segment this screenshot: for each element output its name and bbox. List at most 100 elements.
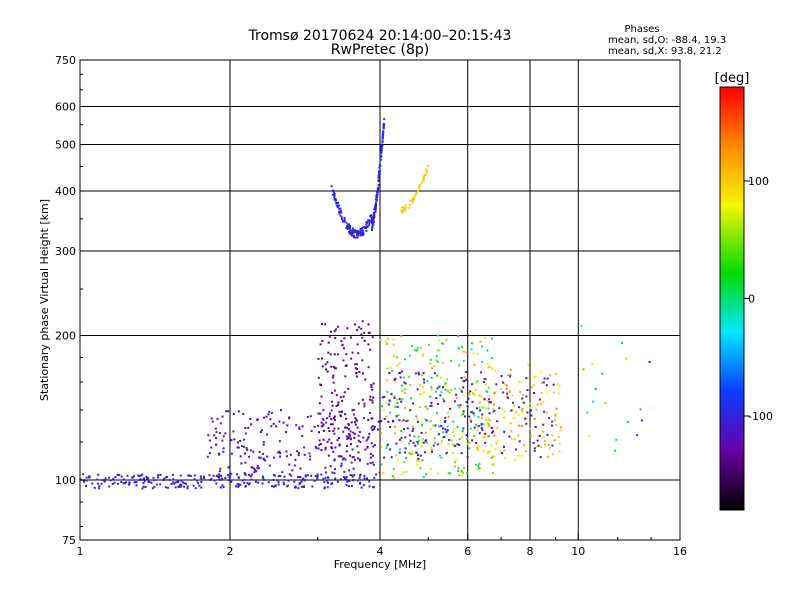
data-point: [400, 437, 403, 439]
data-point: [380, 473, 383, 476]
data-point: [357, 234, 360, 237]
data-point: [393, 431, 396, 434]
data-point: [393, 378, 396, 381]
data-point: [360, 231, 363, 234]
data-point: [372, 396, 375, 399]
data-point: [369, 398, 371, 401]
data-point: [380, 150, 383, 152]
data-point: [486, 422, 489, 425]
data-point: [508, 435, 511, 438]
data-point: [135, 481, 138, 484]
data-point: [372, 214, 375, 217]
data-point: [350, 357, 353, 360]
data-point: [535, 408, 538, 411]
data-point: [483, 436, 486, 439]
data-point: [482, 381, 485, 383]
data-point: [487, 423, 490, 426]
data-point: [445, 451, 448, 454]
data-point: [542, 381, 545, 384]
data-point: [272, 422, 275, 425]
data-point: [418, 460, 421, 462]
data-point: [487, 451, 490, 454]
data-point: [239, 455, 242, 458]
data-point: [325, 421, 328, 424]
data-point: [430, 385, 433, 388]
data-point: [337, 401, 340, 404]
data-point: [486, 363, 489, 366]
data-point: [374, 207, 377, 210]
data-point: [463, 376, 466, 379]
data-point: [374, 210, 377, 213]
data-point: [309, 455, 312, 458]
data-point: [380, 158, 382, 161]
data-point: [588, 435, 591, 438]
data-point: [194, 487, 197, 490]
data-point: [400, 400, 403, 403]
data-point: [522, 394, 525, 396]
data-point: [272, 478, 275, 481]
data-point: [224, 432, 227, 435]
data-point: [386, 444, 389, 447]
data-point: [334, 199, 337, 202]
data-point: [196, 479, 199, 482]
data-point: [341, 344, 344, 347]
data-point: [409, 439, 412, 442]
data-point: [340, 216, 343, 219]
data-point: [358, 459, 361, 462]
data-point: [416, 463, 419, 466]
data-point: [436, 387, 439, 390]
data-point: [345, 435, 348, 438]
data-point: [344, 413, 347, 416]
data-point: [401, 384, 404, 387]
data-point: [225, 410, 228, 413]
data-point: [501, 408, 504, 411]
data-point: [359, 481, 362, 484]
data-point: [386, 390, 389, 393]
data-point: [241, 445, 244, 448]
data-point: [128, 482, 131, 485]
data-point: [412, 200, 415, 203]
data-point: [299, 476, 302, 479]
data-point: [535, 445, 538, 448]
data-point: [311, 485, 314, 488]
data-point: [133, 481, 136, 484]
data-point: [411, 452, 414, 455]
data-point: [521, 409, 523, 412]
data-point: [626, 421, 629, 423]
data-point: [356, 457, 359, 460]
data-point: [517, 454, 520, 457]
data-point: [425, 473, 428, 476]
data-point: [262, 457, 265, 460]
data-point: [407, 419, 409, 422]
data-point: [546, 433, 549, 436]
data-point: [436, 374, 439, 377]
y-tick-label: 600: [55, 101, 76, 114]
data-point: [371, 429, 374, 431]
data-point: [142, 482, 145, 484]
data-point: [442, 342, 445, 345]
data-point: [359, 234, 362, 237]
data-point: [591, 363, 594, 366]
data-point: [474, 381, 477, 384]
data-point: [491, 367, 494, 370]
data-point: [388, 399, 391, 402]
data-point: [247, 426, 250, 429]
data-point: [468, 415, 471, 418]
data-point: [418, 384, 421, 387]
data-point: [392, 477, 395, 480]
data-point: [260, 429, 263, 432]
data-point: [172, 478, 175, 481]
data-point: [352, 231, 355, 234]
data-point: [315, 447, 318, 450]
data-point: [379, 164, 382, 167]
data-point: [355, 375, 358, 378]
data-point: [525, 377, 528, 380]
data-point: [350, 443, 352, 446]
data-point: [350, 474, 353, 477]
data-point: [309, 458, 312, 461]
data-point: [141, 487, 144, 490]
data-point: [391, 370, 394, 372]
data-point: [336, 205, 339, 208]
data-point: [322, 409, 325, 412]
data-point: [390, 392, 393, 395]
